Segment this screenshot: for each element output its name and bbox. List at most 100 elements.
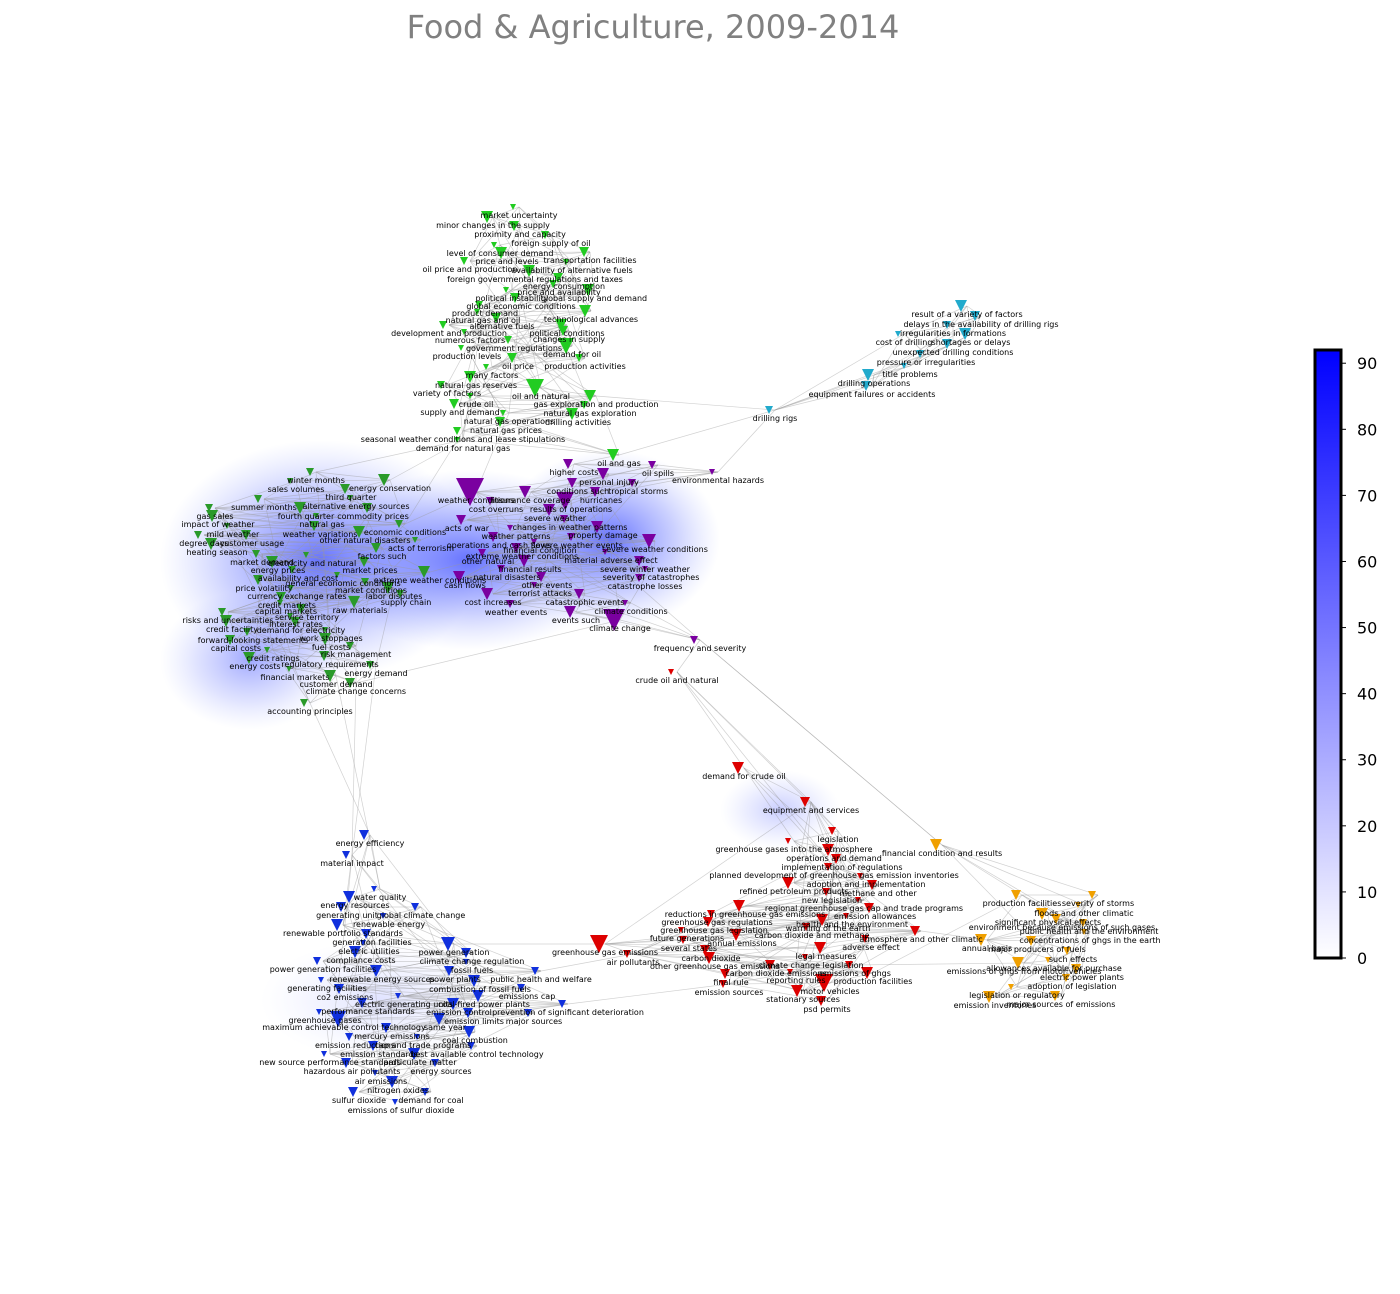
edge bbox=[403, 995, 535, 1014]
edge bbox=[492, 593, 632, 604]
node-label: pressure or irregularities bbox=[877, 358, 975, 367]
edge bbox=[227, 611, 297, 617]
node-marker bbox=[563, 459, 573, 469]
node-label: operations and demand bbox=[786, 854, 882, 863]
edge bbox=[716, 875, 867, 915]
edge bbox=[343, 995, 485, 1020]
edge bbox=[530, 464, 659, 493]
edge bbox=[517, 357, 597, 397]
node-marker bbox=[392, 1099, 398, 1105]
edge bbox=[379, 888, 473, 954]
edge bbox=[492, 216, 501, 246]
edge bbox=[573, 463, 659, 466]
edge bbox=[469, 289, 595, 333]
node-label: price volatility bbox=[236, 584, 293, 593]
edge bbox=[354, 834, 371, 898]
node-marker bbox=[930, 839, 942, 851]
edge bbox=[837, 830, 879, 886]
edge bbox=[446, 384, 542, 389]
node-label: energy prices bbox=[251, 566, 306, 575]
edge bbox=[730, 899, 865, 975]
edge bbox=[466, 347, 586, 359]
density-blob bbox=[500, 450, 720, 630]
node-marker bbox=[634, 556, 644, 566]
node-label: cost increases bbox=[464, 598, 521, 607]
node-marker bbox=[579, 247, 589, 257]
edge bbox=[487, 551, 612, 554]
node-label: carbon dioxide bbox=[681, 954, 740, 963]
edge bbox=[203, 515, 323, 536]
edge bbox=[515, 500, 572, 529]
edge bbox=[321, 515, 406, 525]
node-label: future generations bbox=[650, 934, 724, 943]
edge bbox=[263, 498, 279, 563]
edge bbox=[371, 933, 383, 972]
edge bbox=[827, 891, 833, 921]
edge bbox=[575, 602, 632, 613]
edge bbox=[324, 1003, 569, 1013]
edge bbox=[367, 995, 485, 1004]
colorbar-tick-label: 80 bbox=[1357, 420, 1377, 439]
edge bbox=[903, 324, 954, 335]
edge bbox=[378, 1031, 476, 1047]
node-label: emission standards bbox=[340, 1050, 418, 1059]
edge bbox=[710, 949, 874, 974]
node-label: sulfur dioxide bbox=[332, 1096, 386, 1105]
colorbar-tick-label: 0 bbox=[1357, 949, 1367, 968]
edge bbox=[351, 834, 371, 856]
edge bbox=[214, 507, 323, 517]
node-label: political instability bbox=[476, 294, 549, 303]
edge bbox=[501, 317, 568, 326]
edge bbox=[501, 283, 560, 319]
edge bbox=[297, 539, 422, 571]
edge bbox=[506, 518, 571, 570]
node-marker bbox=[395, 993, 401, 999]
edge bbox=[714, 957, 777, 966]
edge bbox=[285, 587, 395, 604]
edge bbox=[252, 615, 297, 633]
edge bbox=[217, 488, 352, 517]
node-marker bbox=[507, 353, 517, 363]
node-label: capital costs bbox=[211, 644, 261, 653]
edge bbox=[285, 601, 361, 604]
node-label: public health and the environment bbox=[1020, 927, 1159, 936]
edge bbox=[420, 519, 468, 541]
node-marker bbox=[378, 474, 390, 486]
edge bbox=[343, 1018, 478, 1047]
edge bbox=[263, 497, 357, 581]
node-marker bbox=[782, 877, 794, 889]
edge bbox=[632, 953, 812, 958]
node-label: natural gas operations bbox=[464, 417, 554, 426]
node-label: crude oil and natural bbox=[635, 676, 718, 685]
edge bbox=[326, 970, 542, 981]
node-label: production facilities bbox=[983, 899, 1062, 908]
edge bbox=[728, 973, 732, 985]
edge bbox=[354, 896, 390, 917]
node-label: planned development of greenhouse gas em… bbox=[709, 871, 959, 880]
edge bbox=[495, 491, 602, 502]
node-marker bbox=[720, 969, 730, 979]
node-marker bbox=[1075, 902, 1081, 908]
edge bbox=[632, 953, 777, 966]
edge bbox=[462, 413, 579, 441]
node-label: irregularities in formations bbox=[900, 329, 1006, 338]
node-label: events such bbox=[552, 616, 600, 625]
node-marker bbox=[560, 515, 568, 523]
node-marker bbox=[816, 996, 826, 1006]
node-label: oil and natural bbox=[512, 392, 570, 401]
edge bbox=[833, 866, 874, 974]
node-label: production facilities bbox=[834, 977, 913, 986]
edge bbox=[632, 905, 746, 955]
edge bbox=[322, 960, 473, 963]
node-marker bbox=[566, 408, 578, 420]
edge bbox=[554, 509, 656, 542]
node-label: cash flows bbox=[444, 581, 486, 590]
node-label: fuel costs bbox=[312, 643, 350, 652]
edge bbox=[322, 960, 528, 989]
node-marker bbox=[864, 903, 874, 913]
node-marker bbox=[1062, 974, 1070, 982]
edge bbox=[676, 671, 835, 868]
edge bbox=[420, 906, 473, 954]
edge bbox=[342, 574, 407, 595]
edge bbox=[391, 1012, 535, 1029]
